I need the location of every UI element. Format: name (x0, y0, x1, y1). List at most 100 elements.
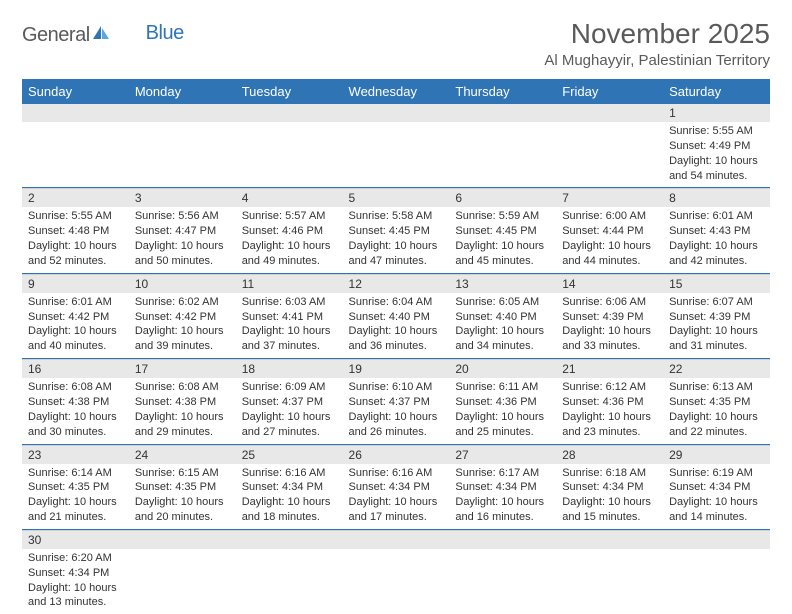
calendar-cell: 29Sunrise: 6:19 AMSunset: 4:34 PMDayligh… (663, 444, 770, 529)
daylight-text: Daylight: 10 hours and 17 minutes. (349, 495, 444, 525)
day-number: 30 (22, 530, 129, 549)
calendar-cell: 30Sunrise: 6:20 AMSunset: 4:34 PMDayligh… (22, 529, 129, 614)
sunset-text: Sunset: 4:40 PM (455, 310, 550, 325)
day-details: Sunrise: 6:01 AMSunset: 4:43 PMDaylight:… (663, 207, 770, 272)
day-details: Sunrise: 6:15 AMSunset: 4:35 PMDaylight:… (129, 464, 236, 529)
calendar-row: 16Sunrise: 6:08 AMSunset: 4:38 PMDayligh… (22, 359, 770, 444)
day-number (236, 104, 343, 122)
daylight-text: Daylight: 10 hours and 45 minutes. (455, 239, 550, 269)
day-number: 25 (236, 445, 343, 464)
daylight-text: Daylight: 10 hours and 25 minutes. (455, 410, 550, 440)
sunset-text: Sunset: 4:43 PM (669, 224, 764, 239)
calendar-cell: 7Sunrise: 6:00 AMSunset: 4:44 PMDaylight… (556, 188, 663, 273)
daylight-text: Daylight: 10 hours and 26 minutes. (349, 410, 444, 440)
col-saturday: Saturday (663, 79, 770, 104)
day-details: Sunrise: 6:18 AMSunset: 4:34 PMDaylight:… (556, 464, 663, 529)
calendar-cell: 19Sunrise: 6:10 AMSunset: 4:37 PMDayligh… (343, 359, 450, 444)
sunset-text: Sunset: 4:42 PM (28, 310, 123, 325)
calendar-cell: 12Sunrise: 6:04 AMSunset: 4:40 PMDayligh… (343, 273, 450, 358)
sunset-text: Sunset: 4:42 PM (135, 310, 230, 325)
calendar-cell: 16Sunrise: 6:08 AMSunset: 4:38 PMDayligh… (22, 359, 129, 444)
sunrise-text: Sunrise: 6:12 AM (562, 380, 657, 395)
day-number: 12 (343, 274, 450, 293)
calendar-row: 9Sunrise: 6:01 AMSunset: 4:42 PMDaylight… (22, 273, 770, 358)
sunset-text: Sunset: 4:40 PM (349, 310, 444, 325)
sunrise-text: Sunrise: 6:16 AM (349, 466, 444, 481)
day-number: 3 (129, 188, 236, 207)
sunrise-text: Sunrise: 6:18 AM (562, 466, 657, 481)
day-number: 29 (663, 445, 770, 464)
day-details: Sunrise: 6:12 AMSunset: 4:36 PMDaylight:… (556, 378, 663, 443)
day-details: Sunrise: 6:08 AMSunset: 4:38 PMDaylight:… (22, 378, 129, 443)
sunrise-text: Sunrise: 6:17 AM (455, 466, 550, 481)
sunset-text: Sunset: 4:34 PM (455, 480, 550, 495)
header: General Blue November 2025 Al Mughayyir,… (22, 18, 770, 69)
calendar-cell: 18Sunrise: 6:09 AMSunset: 4:37 PMDayligh… (236, 359, 343, 444)
day-number: 9 (22, 274, 129, 293)
sunrise-text: Sunrise: 6:03 AM (242, 295, 337, 310)
daylight-text: Daylight: 10 hours and 27 minutes. (242, 410, 337, 440)
sunrise-text: Sunrise: 5:59 AM (455, 209, 550, 224)
day-number: 23 (22, 445, 129, 464)
calendar-cell (236, 104, 343, 188)
day-details: Sunrise: 6:16 AMSunset: 4:34 PMDaylight:… (236, 464, 343, 529)
daylight-text: Daylight: 10 hours and 44 minutes. (562, 239, 657, 269)
day-details: Sunrise: 6:04 AMSunset: 4:40 PMDaylight:… (343, 293, 450, 358)
sunset-text: Sunset: 4:35 PM (28, 480, 123, 495)
day-number: 16 (22, 359, 129, 378)
sunset-text: Sunset: 4:48 PM (28, 224, 123, 239)
day-number (449, 530, 556, 549)
calendar-cell: 27Sunrise: 6:17 AMSunset: 4:34 PMDayligh… (449, 444, 556, 529)
sunrise-text: Sunrise: 6:09 AM (242, 380, 337, 395)
calendar-cell: 1Sunrise: 5:55 AMSunset: 4:49 PMDaylight… (663, 104, 770, 188)
calendar-cell: 21Sunrise: 6:12 AMSunset: 4:36 PMDayligh… (556, 359, 663, 444)
sunset-text: Sunset: 4:34 PM (562, 480, 657, 495)
daylight-text: Daylight: 10 hours and 30 minutes. (28, 410, 123, 440)
calendar-cell: 17Sunrise: 6:08 AMSunset: 4:38 PMDayligh… (129, 359, 236, 444)
sunset-text: Sunset: 4:37 PM (242, 395, 337, 410)
day-details: Sunrise: 6:05 AMSunset: 4:40 PMDaylight:… (449, 293, 556, 358)
calendar-cell (343, 104, 450, 188)
calendar-cell (556, 104, 663, 188)
calendar-cell: 10Sunrise: 6:02 AMSunset: 4:42 PMDayligh… (129, 273, 236, 358)
daylight-text: Daylight: 10 hours and 21 minutes. (28, 495, 123, 525)
calendar-cell: 14Sunrise: 6:06 AMSunset: 4:39 PMDayligh… (556, 273, 663, 358)
col-sunday: Sunday (22, 79, 129, 104)
day-number: 11 (236, 274, 343, 293)
day-number (236, 530, 343, 549)
sunset-text: Sunset: 4:34 PM (28, 566, 123, 581)
logo-text-general: General (22, 24, 90, 47)
day-details: Sunrise: 6:16 AMSunset: 4:34 PMDaylight:… (343, 464, 450, 529)
day-details: Sunrise: 6:09 AMSunset: 4:37 PMDaylight:… (236, 378, 343, 443)
sunset-text: Sunset: 4:39 PM (669, 310, 764, 325)
sunrise-text: Sunrise: 6:08 AM (28, 380, 123, 395)
sunset-text: Sunset: 4:49 PM (669, 139, 764, 154)
sunset-text: Sunset: 4:39 PM (562, 310, 657, 325)
daylight-text: Daylight: 10 hours and 13 minutes. (28, 581, 123, 611)
calendar-table: Sunday Monday Tuesday Wednesday Thursday… (22, 79, 770, 614)
sunrise-text: Sunrise: 5:57 AM (242, 209, 337, 224)
daylight-text: Daylight: 10 hours and 18 minutes. (242, 495, 337, 525)
day-number: 20 (449, 359, 556, 378)
day-details: Sunrise: 6:19 AMSunset: 4:34 PMDaylight:… (663, 464, 770, 529)
calendar-row: 1Sunrise: 5:55 AMSunset: 4:49 PMDaylight… (22, 104, 770, 188)
calendar-cell: 11Sunrise: 6:03 AMSunset: 4:41 PMDayligh… (236, 273, 343, 358)
col-wednesday: Wednesday (343, 79, 450, 104)
day-number: 15 (663, 274, 770, 293)
day-details: Sunrise: 6:11 AMSunset: 4:36 PMDaylight:… (449, 378, 556, 443)
day-details: Sunrise: 5:57 AMSunset: 4:46 PMDaylight:… (236, 207, 343, 272)
sunrise-text: Sunrise: 5:56 AM (135, 209, 230, 224)
sunset-text: Sunset: 4:38 PM (28, 395, 123, 410)
sunrise-text: Sunrise: 6:01 AM (28, 295, 123, 310)
day-details: Sunrise: 5:55 AMSunset: 4:48 PMDaylight:… (22, 207, 129, 272)
col-tuesday: Tuesday (236, 79, 343, 104)
sunrise-text: Sunrise: 5:58 AM (349, 209, 444, 224)
day-number: 18 (236, 359, 343, 378)
sunset-text: Sunset: 4:38 PM (135, 395, 230, 410)
sunrise-text: Sunrise: 6:11 AM (455, 380, 550, 395)
calendar-cell: 3Sunrise: 5:56 AMSunset: 4:47 PMDaylight… (129, 188, 236, 273)
daylight-text: Daylight: 10 hours and 42 minutes. (669, 239, 764, 269)
daylight-text: Daylight: 10 hours and 49 minutes. (242, 239, 337, 269)
day-number (343, 104, 450, 122)
day-details: Sunrise: 5:55 AMSunset: 4:49 PMDaylight:… (663, 122, 770, 187)
